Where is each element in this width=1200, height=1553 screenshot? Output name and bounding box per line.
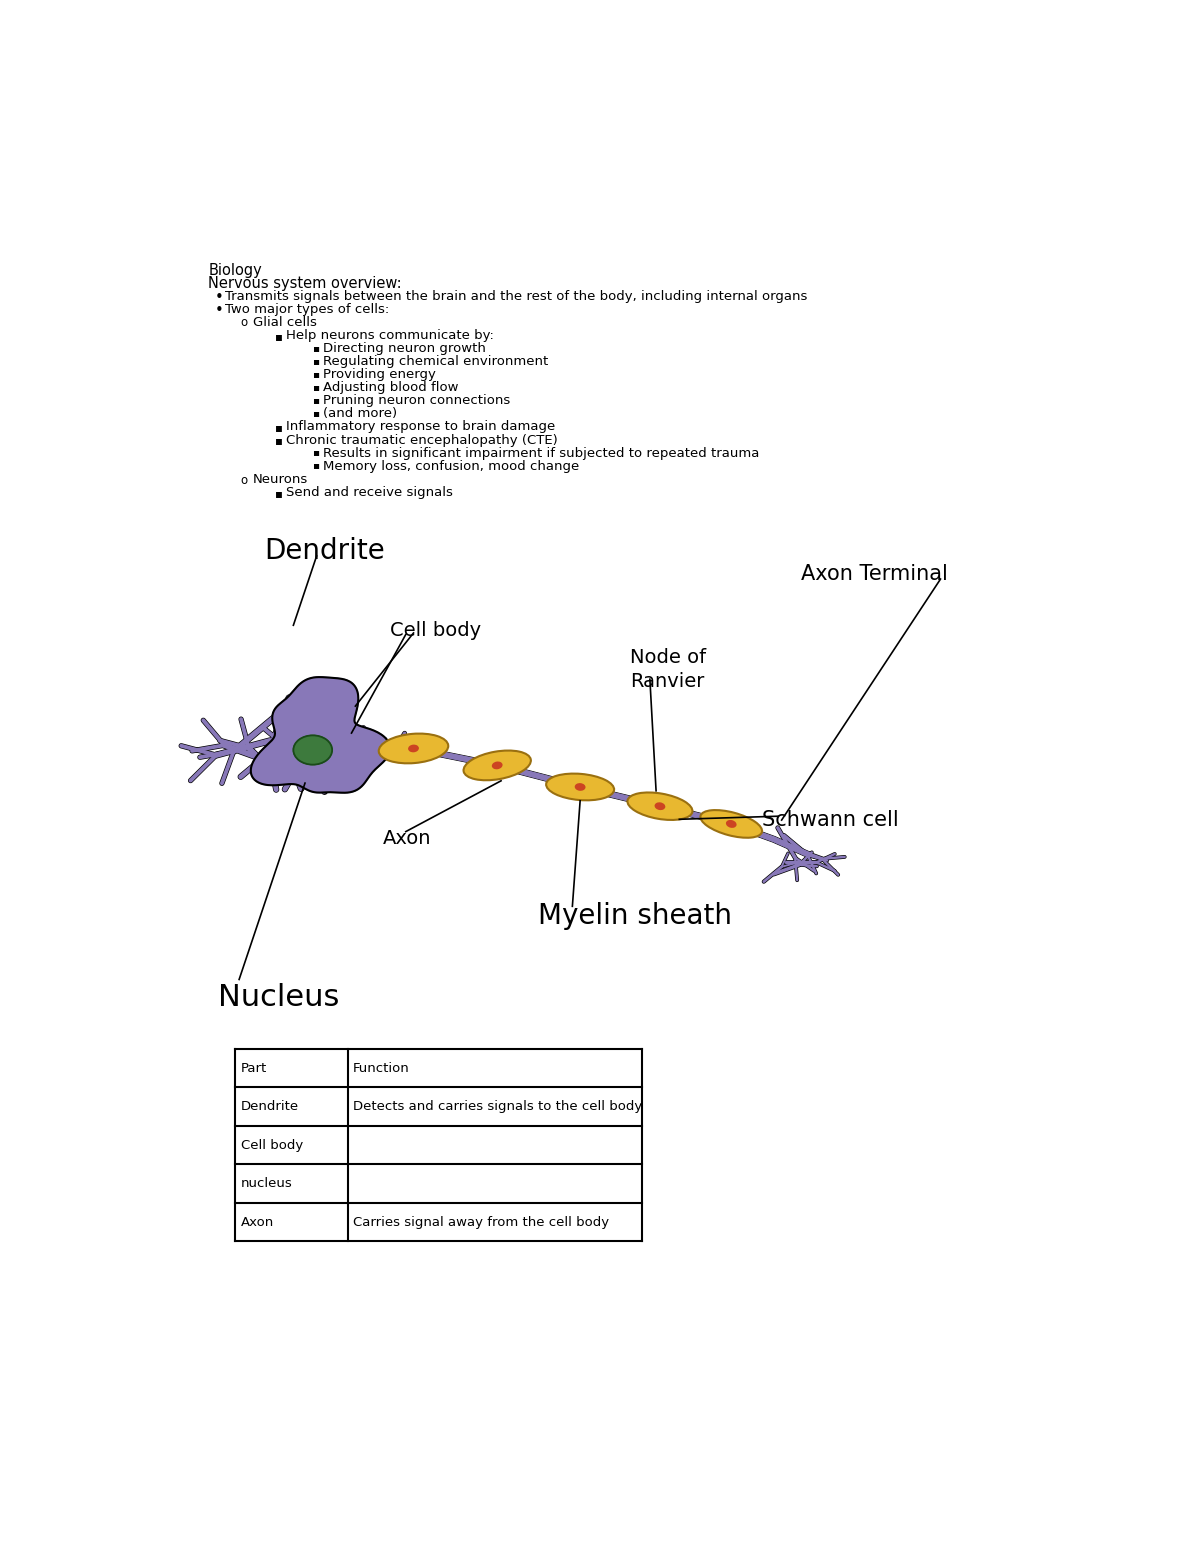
- Text: Axon: Axon: [241, 1216, 274, 1228]
- Text: Two major types of cells:: Two major types of cells:: [226, 303, 390, 315]
- Text: ▪: ▪: [275, 421, 283, 435]
- Text: Detects and carries signals to the cell body: Detects and carries signals to the cell …: [353, 1100, 642, 1114]
- Ellipse shape: [628, 792, 692, 820]
- Text: Chronic traumatic encephalopathy (CTE): Chronic traumatic encephalopathy (CTE): [286, 433, 557, 447]
- Text: Glial cells: Glial cells: [253, 315, 317, 329]
- Text: Memory loss, confusion, mood change: Memory loss, confusion, mood change: [323, 460, 580, 472]
- Text: ▪: ▪: [312, 461, 319, 471]
- Text: Send and receive signals: Send and receive signals: [286, 486, 452, 499]
- Text: Part: Part: [241, 1062, 266, 1075]
- Ellipse shape: [701, 811, 762, 837]
- Text: Carries signal away from the cell body: Carries signal away from the cell body: [353, 1216, 610, 1228]
- Ellipse shape: [726, 820, 737, 828]
- Text: •: •: [215, 303, 223, 318]
- Ellipse shape: [379, 733, 449, 764]
- Ellipse shape: [546, 773, 614, 800]
- Ellipse shape: [408, 744, 419, 752]
- Ellipse shape: [293, 736, 332, 764]
- Text: Adjusting blood flow: Adjusting blood flow: [323, 380, 458, 394]
- Text: ▪: ▪: [312, 343, 319, 353]
- Text: ▪: ▪: [312, 356, 319, 367]
- Text: Node of
Ranvier: Node of Ranvier: [630, 648, 707, 691]
- Text: Function: Function: [353, 1062, 410, 1075]
- Text: o: o: [241, 317, 248, 329]
- Text: ▪: ▪: [312, 382, 319, 391]
- Text: Results in significant impairment if subjected to repeated trauma: Results in significant impairment if sub…: [323, 447, 760, 460]
- Text: Axon: Axon: [383, 829, 431, 848]
- Text: •: •: [215, 289, 223, 304]
- Ellipse shape: [654, 803, 665, 811]
- Ellipse shape: [463, 750, 530, 780]
- Text: ▪: ▪: [275, 329, 283, 343]
- Text: nucleus: nucleus: [241, 1177, 293, 1190]
- Text: Regulating chemical environment: Regulating chemical environment: [323, 356, 548, 368]
- Text: Directing neuron growth: Directing neuron growth: [323, 342, 486, 356]
- Text: Transmits signals between the brain and the rest of the body, including internal: Transmits signals between the brain and …: [226, 289, 808, 303]
- Text: (and more): (and more): [323, 407, 397, 421]
- Text: Nucleus: Nucleus: [218, 983, 340, 1013]
- Text: Myelin sheath: Myelin sheath: [538, 902, 732, 930]
- Text: ▪: ▪: [275, 486, 283, 500]
- Text: Schwann cell: Schwann cell: [762, 811, 899, 829]
- Text: ▪: ▪: [312, 394, 319, 405]
- Text: Dendrite: Dendrite: [241, 1100, 299, 1114]
- Text: ▪: ▪: [312, 447, 319, 458]
- Text: Pruning neuron connections: Pruning neuron connections: [323, 394, 510, 407]
- Text: Dendrite: Dendrite: [265, 537, 385, 565]
- Text: ▪: ▪: [312, 408, 319, 418]
- Polygon shape: [251, 677, 390, 792]
- Text: Nervous system overview:: Nervous system overview:: [208, 276, 402, 292]
- Text: Inflammatory response to brain damage: Inflammatory response to brain damage: [286, 421, 554, 433]
- Text: ▪: ▪: [312, 370, 319, 379]
- Text: Biology: Biology: [208, 264, 262, 278]
- Text: o: o: [241, 474, 248, 486]
- Text: Help neurons communicate by:: Help neurons communicate by:: [286, 329, 493, 342]
- Text: Axon Terminal: Axon Terminal: [802, 564, 948, 584]
- Text: ▪: ▪: [275, 435, 283, 447]
- Text: Cell body: Cell body: [241, 1138, 302, 1151]
- Text: Providing energy: Providing energy: [323, 368, 436, 380]
- Ellipse shape: [492, 761, 503, 769]
- Text: Cell body: Cell body: [390, 621, 481, 640]
- Text: Neurons: Neurons: [253, 472, 308, 486]
- Ellipse shape: [575, 783, 586, 790]
